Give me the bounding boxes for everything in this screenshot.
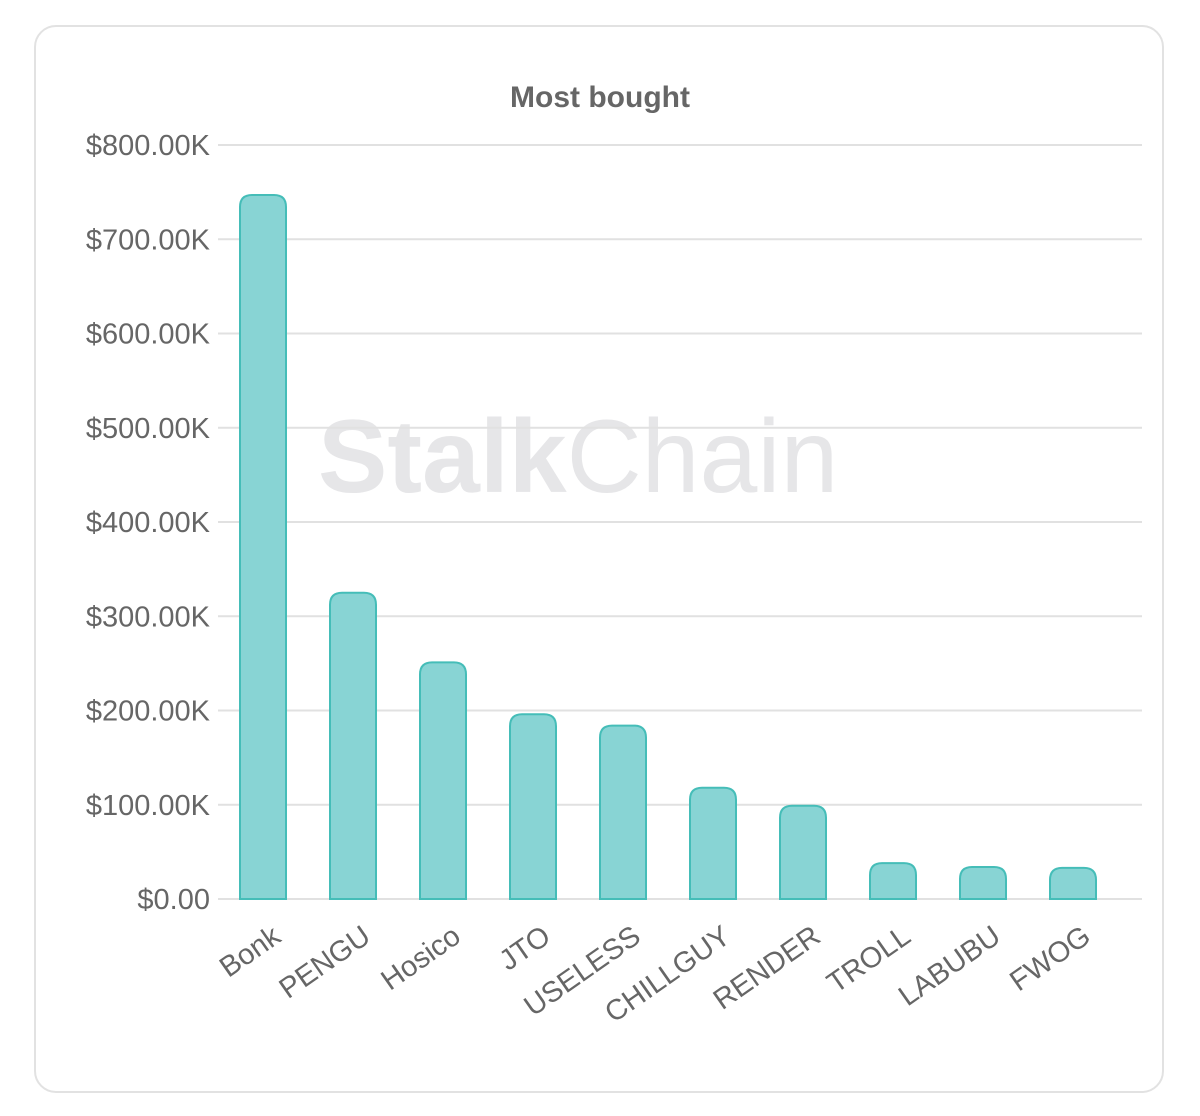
bar-bonk [239, 193, 287, 900]
y-tick-label: $500.00K [86, 413, 211, 445]
y-tick-label: $700.00K [86, 224, 211, 256]
bar-chillguy [689, 786, 737, 900]
bar-useless [599, 724, 647, 900]
bar-pengu [329, 591, 377, 900]
watermark-light-text: Chain [567, 399, 839, 515]
x-tick-label: FWOG [1004, 920, 1096, 998]
y-tick-label: $100.00K [86, 790, 211, 822]
chart-card [34, 25, 1164, 1093]
x-tick-label: JTO [494, 920, 557, 977]
y-tick-label: $0.00 [137, 884, 210, 916]
bars [239, 193, 1097, 900]
bar-labubu [959, 865, 1007, 900]
chart-title: Most bought [510, 81, 690, 114]
bar-jto [509, 713, 557, 900]
y-tick-label: $600.00K [86, 319, 211, 351]
bar-hosico [419, 661, 467, 900]
y-tick-label: $400.00K [86, 507, 211, 539]
bar-troll [869, 862, 917, 900]
y-axis-ticks: $0.00 $100.00K $200.00K $300.00K $400.00K $50… [86, 130, 211, 916]
y-tick-label: $200.00K [86, 696, 211, 728]
y-tick-label: $300.00K [86, 601, 211, 633]
x-tick-label: Hosico [376, 920, 467, 997]
y-tick-label: $800.00K [86, 130, 211, 162]
svg-text:StalkChain: StalkChain [318, 399, 838, 515]
x-tick-label: Bonk [214, 920, 287, 984]
bar-fwog [1049, 866, 1097, 900]
watermark: StalkChain [318, 399, 838, 515]
x-tick-label: LABUBU [893, 920, 1006, 1013]
x-tick-label: PENGU [274, 920, 377, 1005]
bar-render [779, 804, 827, 900]
watermark-bold-text: Stalk [318, 399, 567, 515]
